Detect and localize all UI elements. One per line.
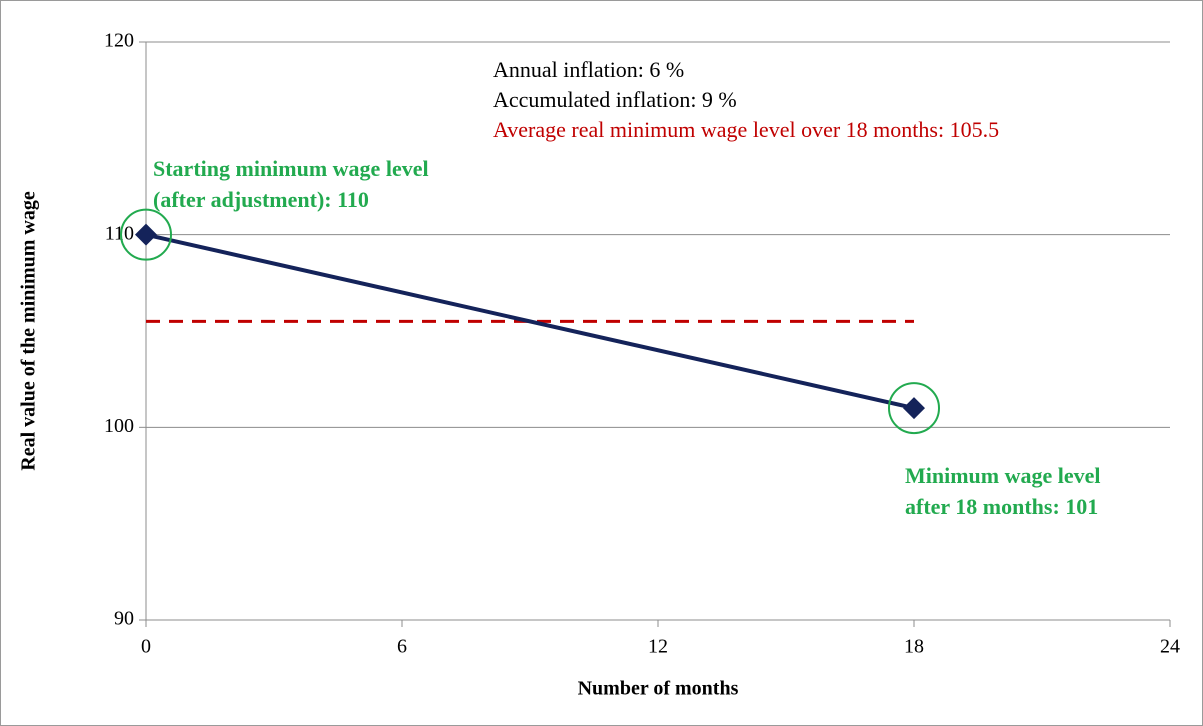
y-axis-title: Real value of the minimum wage: [18, 191, 40, 471]
annotation: Minimum wage level: [905, 463, 1101, 488]
annotation: (after adjustment): 110: [153, 187, 369, 212]
y-tick-label: 120: [104, 30, 134, 52]
y-tick-label: 90: [114, 608, 134, 630]
x-tick-label: 6: [397, 636, 407, 658]
highlight-circle: [888, 382, 940, 435]
y-tick-label: 100: [104, 415, 134, 437]
x-tick-label: 18: [904, 636, 924, 658]
x-tick-label: 0: [141, 636, 151, 658]
x-tick-label: 12: [648, 636, 668, 658]
data-point: [135, 223, 157, 246]
highlight-circle: [120, 208, 172, 261]
annotation: Accumulated inflation: 9 %: [493, 87, 737, 112]
annotation: Average real minimum wage level over 18 …: [493, 117, 999, 142]
x-axis-title: Number of months: [578, 678, 739, 700]
annotation: Annual inflation: 6 %: [493, 57, 684, 82]
annotation: after 18 months: 101: [905, 494, 1098, 519]
y-tick-label: 110: [105, 222, 134, 244]
annotation: Starting minimum wage level: [153, 156, 429, 181]
data-point: [903, 397, 925, 420]
data-line: [145, 232, 915, 411]
x-tick-label: 24: [1160, 636, 1180, 658]
